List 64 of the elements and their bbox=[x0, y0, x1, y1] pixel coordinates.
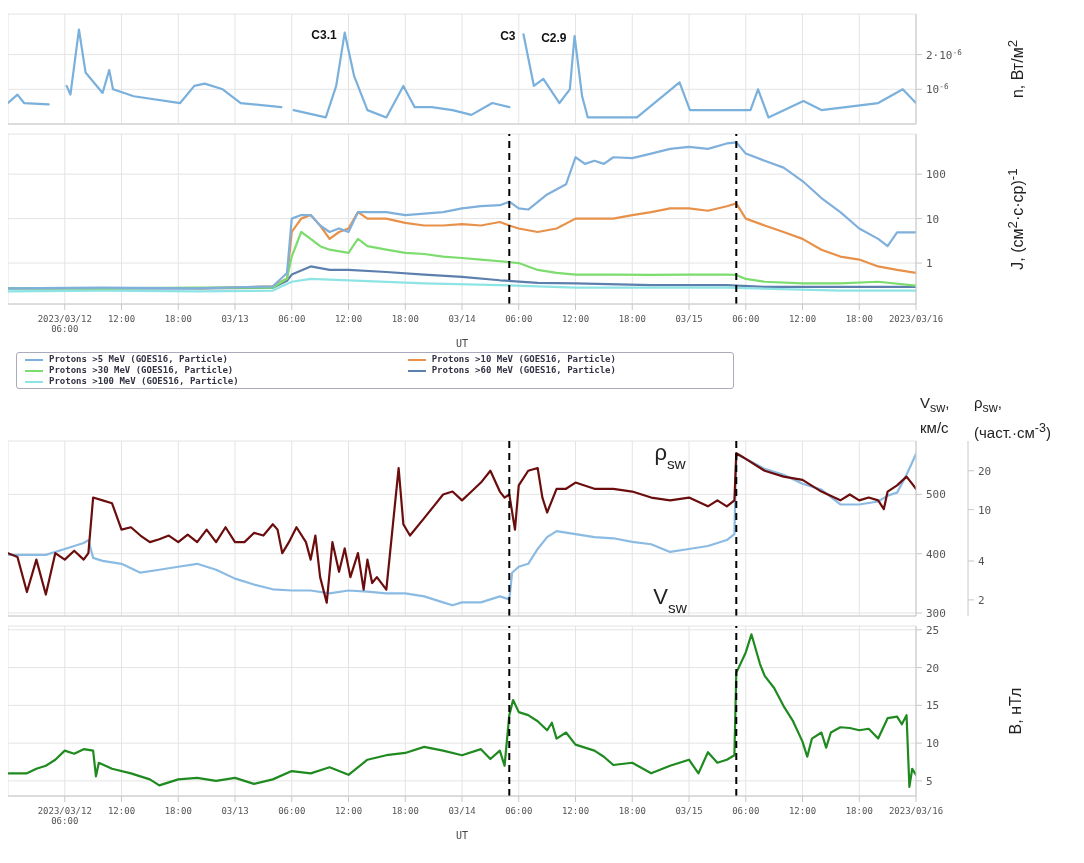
x-tick-label: 12:00 bbox=[107, 806, 136, 816]
x-tick-label: 03/14 bbox=[448, 806, 476, 816]
x-tick-label: 18:00 bbox=[618, 314, 646, 324]
annotation: C3.1 bbox=[311, 27, 338, 42]
y-tick-label: 100 bbox=[926, 168, 946, 182]
y-tick-label: 10 bbox=[926, 737, 940, 751]
x-tick-label: 2023/03/12 06:00 bbox=[37, 806, 92, 826]
x-tick-label: 2023/03/16 bbox=[888, 806, 944, 816]
x-tick-label: 18:00 bbox=[391, 806, 419, 816]
series-label: V$_{sw}$ bbox=[653, 583, 688, 616]
y-tick-label: 10$^{-6}$ bbox=[926, 81, 949, 97]
x-axis-title: UT bbox=[454, 338, 469, 350]
x-tick-label: 12:00 bbox=[788, 806, 817, 816]
y-tick-label: 2·10$^{-6}$ bbox=[926, 47, 963, 62]
x-tick-label: 18:00 bbox=[391, 314, 419, 324]
y-tick-label: 20 bbox=[926, 661, 940, 675]
legend-label: Protons >60 MeV (GOES16, Particle) bbox=[431, 365, 616, 375]
x-tick-label: 03/14 bbox=[448, 314, 476, 324]
y-tick-label: 5 bbox=[926, 774, 933, 788]
x-tick-label: 18:00 bbox=[618, 806, 646, 816]
y2-tick-label: 20 bbox=[978, 464, 992, 478]
x-tick-label: 18:00 bbox=[845, 806, 873, 816]
y-tick-label: 15 bbox=[926, 699, 940, 713]
y2-tick-label: 4 bbox=[978, 555, 985, 568]
legend-label: Protons >5 MeV (GOES16, Particle) bbox=[49, 354, 228, 364]
y-tick-label: 10 bbox=[926, 212, 940, 226]
y2-axis-title: ρ$_{sw}$, (част.·см$^{-3}$) bbox=[974, 393, 1052, 443]
y2-tick-label: 2 bbox=[978, 593, 985, 607]
x-tick-label: 12:00 bbox=[561, 314, 590, 324]
x-axis-title: UT bbox=[454, 830, 469, 842]
x-tick-label: 06:00 bbox=[732, 314, 760, 324]
x-tick-label: 06:00 bbox=[505, 314, 533, 324]
y-axis-title: B, нТл bbox=[1007, 687, 1025, 735]
x-tick-label: 03/15 bbox=[675, 806, 703, 816]
x-tick-label: 06:00 bbox=[278, 806, 306, 816]
y-axis-title: V$_{sw}$, км/с bbox=[920, 393, 951, 438]
y-tick-label: 1 bbox=[926, 257, 933, 271]
x-tick-label: 12:00 bbox=[334, 314, 363, 324]
legend-label: Protons >100 MeV (GOES16, Particle) bbox=[49, 376, 239, 386]
y-tick-label: 300 bbox=[926, 607, 946, 621]
y-tick-label: 25 bbox=[926, 623, 940, 637]
x-tick-label: 18:00 bbox=[164, 806, 192, 816]
legend-label: Protons >10 MeV (GOES16, Particle) bbox=[431, 354, 616, 364]
x-tick-label: 03/15 bbox=[675, 314, 703, 324]
x-tick-label: 18:00 bbox=[164, 314, 192, 324]
x-tick-label: 2023/03/12 06:00 bbox=[37, 314, 92, 334]
y2-tick-label: 10 bbox=[978, 503, 992, 517]
x-tick-label: 03/13 bbox=[221, 314, 249, 324]
x-tick-label: 12:00 bbox=[107, 314, 136, 324]
x-tick-label: 03/13 bbox=[221, 806, 249, 816]
x-tick-label: 2023/03/16 bbox=[888, 314, 944, 324]
x-tick-label: 12:00 bbox=[788, 314, 817, 324]
x-tick-label: 18:00 bbox=[845, 314, 873, 324]
x-tick-label: 12:00 bbox=[334, 806, 363, 816]
y-tick-label: 400 bbox=[926, 547, 946, 561]
x-tick-label: 12:00 bbox=[561, 806, 590, 816]
annotation: C3 bbox=[500, 29, 516, 44]
y-tick-label: 500 bbox=[926, 488, 946, 502]
series-label: ρ$_{sw}$ bbox=[654, 440, 687, 472]
annotation: C2.9 bbox=[541, 31, 567, 45]
legend-label: Protons >30 MeV (GOES16, Particle) bbox=[49, 365, 234, 375]
x-tick-label: 06:00 bbox=[278, 314, 306, 324]
x-tick-label: 06:00 bbox=[732, 806, 760, 816]
x-tick-label: 06:00 bbox=[505, 806, 533, 816]
